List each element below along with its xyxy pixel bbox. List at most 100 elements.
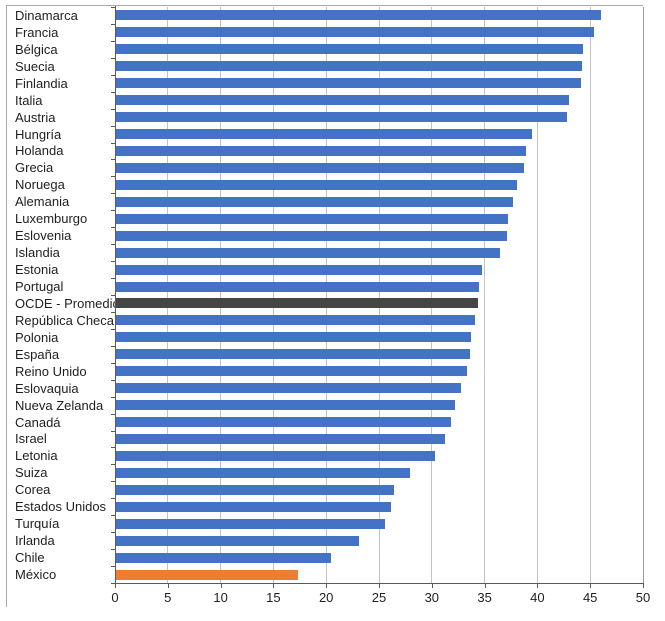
bar-irlanda <box>116 535 359 546</box>
category-tick <box>111 498 115 500</box>
category-tick <box>111 430 115 432</box>
x-tick-label-40: 40 <box>530 590 545 605</box>
category-label-holanda: Holanda <box>15 143 64 159</box>
gridline-30 <box>431 7 433 583</box>
x-tick-label-25: 25 <box>371 590 387 605</box>
category-tick <box>111 311 115 313</box>
bar-islandia <box>116 247 501 258</box>
category-tick <box>111 464 115 466</box>
category-axis-line <box>115 6 116 587</box>
x-tick-5 <box>167 584 169 588</box>
bar-suiza <box>116 467 410 478</box>
bar-letonia <box>116 450 435 461</box>
x-tick-label-5: 5 <box>164 590 172 605</box>
category-label-eslovenia: Eslovenia <box>15 228 72 244</box>
category-tick <box>111 295 115 296</box>
category-tick <box>111 515 115 517</box>
figure-border-left <box>6 5 7 607</box>
bar-eslovenia <box>116 230 507 241</box>
category-tick <box>111 210 115 212</box>
x-tick-20 <box>326 584 328 588</box>
bar-noruega <box>116 179 518 190</box>
gridline-50 <box>642 7 644 583</box>
bar-grecia <box>116 162 524 173</box>
bar-belgica <box>116 44 583 55</box>
category-label-espana: España <box>15 346 60 362</box>
x-tick-45 <box>590 584 592 588</box>
gridline-5 <box>167 7 169 583</box>
category-tick <box>111 91 115 93</box>
bar-dinamarca <box>116 10 601 21</box>
category-tick <box>111 566 115 568</box>
gridline-40 <box>536 7 538 583</box>
gridline-35 <box>484 7 486 583</box>
x-tick-label-45: 45 <box>582 590 598 605</box>
category-label-belgica: Bélgica <box>15 41 58 57</box>
category-tick <box>111 57 115 59</box>
bar-israel <box>116 434 446 444</box>
gridline-45 <box>589 7 591 583</box>
bar-chile <box>116 552 332 563</box>
bar-suecia <box>116 61 582 72</box>
bar-austria <box>116 112 567 123</box>
category-tick <box>111 142 115 144</box>
category-tick <box>111 396 115 398</box>
category-label-nueva-zelanda: Nueva Zelanda <box>15 397 104 413</box>
category-label-estonia: Estonia <box>15 262 59 278</box>
x-tick-25 <box>379 584 380 588</box>
bar-espana <box>116 349 470 360</box>
bar-holanda <box>116 146 526 156</box>
x-tick-label-20: 20 <box>318 590 334 605</box>
category-tick <box>111 413 115 415</box>
category-label-mexico: México <box>15 567 57 583</box>
category-label-luxemburgo: Luxemburgo <box>15 211 88 227</box>
category-tick <box>111 40 115 42</box>
category-tick <box>111 244 115 246</box>
category-label-chile: Chile <box>15 550 45 566</box>
bar-alemania <box>116 196 514 207</box>
category-tick <box>111 328 115 330</box>
gridline-10 <box>220 7 222 583</box>
category-tick <box>111 549 115 551</box>
category-tick <box>111 583 115 584</box>
category-tick <box>111 23 115 25</box>
bar-nueva-zelanda <box>116 400 455 411</box>
x-tick-35 <box>484 584 486 588</box>
category-tick <box>111 193 115 195</box>
category-label-italia: Italia <box>15 92 43 108</box>
bar-hungria <box>116 129 533 140</box>
x-tick-label-10: 10 <box>213 590 228 605</box>
gridline-15 <box>272 7 274 583</box>
category-tick <box>111 379 115 381</box>
gridline-25 <box>378 7 380 583</box>
bar-luxemburgo <box>116 213 508 224</box>
bar-canada <box>116 417 451 428</box>
category-label-hungria: Hungría <box>15 126 62 142</box>
x-tick-50 <box>643 584 644 588</box>
category-label-noruega: Noruega <box>15 177 65 193</box>
bar-ocde-promedio <box>116 298 479 309</box>
category-label-reino-unido: Reino Unido <box>15 363 87 379</box>
category-tick <box>111 345 115 347</box>
bar-reino-unido <box>116 366 467 377</box>
bar-italia <box>116 95 570 106</box>
bar-francia <box>116 27 595 38</box>
category-label-grecia: Grecia <box>15 160 54 176</box>
category-label-suecia: Suecia <box>15 58 55 74</box>
category-label-francia: Francia <box>15 24 59 40</box>
x-tick-40 <box>537 584 539 588</box>
bar-corea <box>116 484 394 495</box>
bar-eslovaquia <box>116 383 462 394</box>
bar-finlandia <box>116 78 581 89</box>
x-tick-15 <box>273 584 275 588</box>
category-tick <box>111 532 115 534</box>
category-tick <box>111 159 115 161</box>
category-label-polonia: Polonia <box>15 329 59 345</box>
category-label-canada: Canadá <box>15 414 61 430</box>
figure-border-top <box>6 5 643 6</box>
category-label-ocde-promedio: OCDE - Promedio <box>15 295 120 311</box>
bar-polonia <box>116 332 471 343</box>
category-label-republica-checa: República Checa <box>15 312 115 328</box>
category-label-estados-unidos: Estados Unidos <box>15 499 107 515</box>
category-label-letonia: Letonia <box>15 448 58 464</box>
